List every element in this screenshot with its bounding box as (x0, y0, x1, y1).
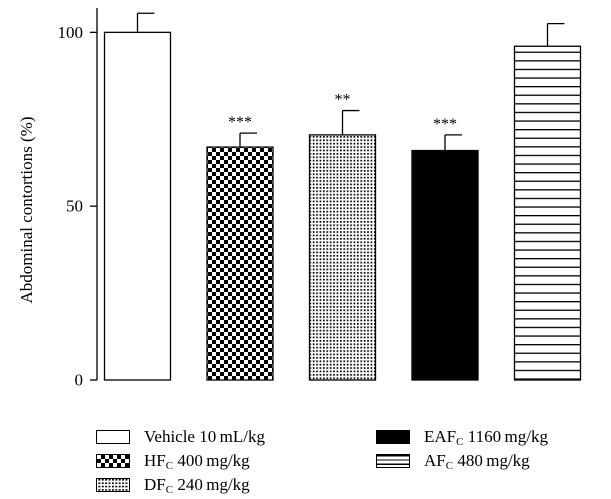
bar-2 (206, 146, 274, 381)
legend-item-dfc: DFC 240 mg/kg (96, 474, 250, 496)
y-tick-label: 0 (75, 371, 84, 390)
legend-label: EAFC 1160 mg/kg (424, 426, 548, 448)
bar-5 (513, 45, 582, 381)
significance-label: *** (433, 116, 457, 133)
legend-label: DFC 240 mg/kg (144, 474, 250, 496)
legend-swatch-dots (96, 478, 130, 492)
axes: 0 50 100 (58, 8, 98, 390)
legend-item-hfc: HFC 400 mg/kg (96, 450, 250, 472)
legend-swatch-checker (96, 454, 130, 468)
y-axis-label: Abdominal contortions (%) (17, 117, 36, 304)
legend-label: AFC 480 mg/kg (424, 450, 530, 472)
legend-item-eafc: EAFC 1160 mg/kg (376, 426, 548, 448)
legend-label: HFC 400 mg/kg (144, 450, 250, 472)
bar-4 (411, 149, 479, 381)
bars: ******** (103, 12, 582, 381)
legend-swatch-black (376, 430, 410, 444)
legend-swatch-white (96, 430, 130, 444)
bar-3 (308, 134, 377, 381)
significance-label: ** (335, 92, 351, 109)
legend-swatch-hlines (376, 454, 410, 468)
legend-item-afc: AFC 480 mg/kg (376, 450, 530, 472)
bar-1 (103, 31, 172, 381)
legend-item-vehicle: Vehicle 10 mL/kg (96, 426, 265, 448)
significance-label: *** (228, 114, 252, 131)
legend-label: Vehicle 10 mL/kg (144, 426, 265, 446)
y-tick-label: 50 (66, 197, 83, 216)
y-tick-label: 100 (58, 23, 84, 42)
